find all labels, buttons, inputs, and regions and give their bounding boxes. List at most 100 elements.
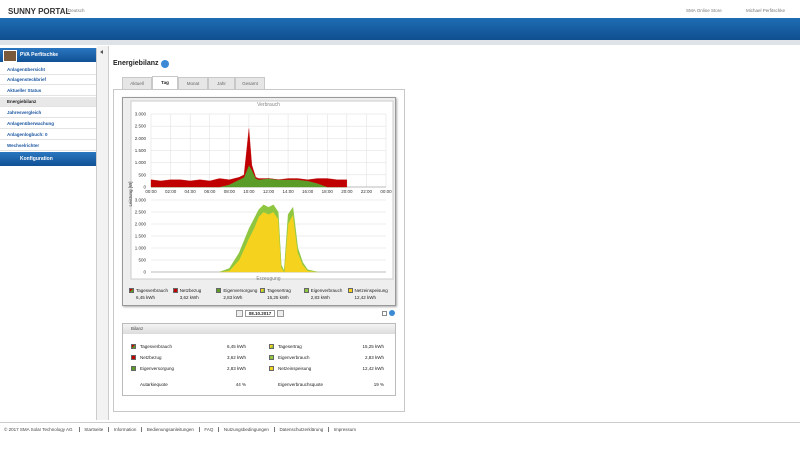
footer-link[interactable]: FAQ — [204, 427, 214, 432]
balance-label: Tagesertrag — [278, 344, 302, 349]
footer-separator — [273, 427, 275, 433]
footer-link[interactable]: Startseite — [84, 427, 104, 432]
y-axis-label: Leistung [W] — [128, 181, 133, 206]
balance-label: Eigenverbrauchsquote — [278, 382, 324, 387]
nav-item[interactable]: Jahresvergleich — [0, 108, 96, 118]
user-menu[interactable]: Michael Perfitschke — [746, 8, 786, 13]
nav-item[interactable]: Anlagensteckbrief — [0, 75, 96, 85]
y-tick-label: 2.500 — [135, 210, 147, 215]
x-tick-label: 08:00 — [224, 189, 236, 194]
legend-icon — [303, 288, 309, 293]
area-series — [219, 204, 318, 273]
legend-icon — [269, 355, 274, 360]
config-header[interactable]: Konfiguration — [0, 152, 96, 166]
legend-label: Tagesverbrauch — [136, 288, 169, 293]
legend-icon — [129, 288, 134, 293]
store-link[interactable]: SMA Online Store — [686, 8, 722, 13]
language[interactable]: Deutsch — [68, 8, 85, 13]
balance-label: Netzbezug — [140, 355, 162, 360]
balance-label: Netzeinspeisung — [278, 366, 312, 371]
footer-separator — [328, 427, 329, 433]
chart-box: Verbrauch 0 500 1.000 1.500 2.000 2.500 3.000 00… — [122, 97, 396, 306]
y-tick-label: 1.500 — [135, 234, 147, 239]
footer-link[interactable]: Bedienungsanleitungen — [146, 427, 194, 432]
footer-link[interactable]: Nutzungsbedingungen — [223, 427, 269, 432]
balance-value: 2,83 kWh — [364, 355, 384, 360]
x-tick-label: 00:00 — [145, 189, 157, 194]
prev-day[interactable] — [236, 310, 243, 317]
help-icon[interactable] — [161, 60, 169, 68]
area-series — [150, 128, 347, 188]
balance-label: Eigenverbrauch — [278, 355, 310, 360]
nav-item[interactable]: Wechselrichter — [0, 141, 96, 151]
footer-separator — [108, 427, 109, 433]
y-tick-label: 2.000 — [135, 222, 147, 227]
nav-item[interactable]: Aktueller Status — [0, 86, 96, 96]
tab[interactable]: Monat — [178, 77, 208, 89]
tab[interactable]: Gesamt — [235, 77, 265, 89]
legend-icon — [131, 355, 136, 360]
y-tick-label: 3.000 — [135, 112, 147, 117]
tab[interactable]: Tag — [152, 76, 178, 89]
legend-icon — [260, 288, 266, 293]
legend-value: 6,45 kWh — [136, 295, 156, 300]
balance-title[interactable]: Bilanz — [123, 324, 395, 334]
legend-icon — [269, 366, 274, 371]
footer-link[interactable]: Datenschutzerklärung — [279, 427, 324, 432]
footer-separator — [141, 427, 142, 433]
brand[interactable]: SUNNY PORTAL — [8, 7, 71, 16]
legend-icon — [269, 344, 274, 349]
legend-label: Netzeinspeisung — [354, 288, 388, 293]
x-tick-label: 10:00 — [243, 189, 255, 194]
legend-icon — [131, 366, 136, 371]
balance-label: Autarkiequote — [140, 382, 168, 387]
legend-label: Netzbezug — [179, 288, 202, 293]
legend-icon — [131, 344, 136, 349]
nav-item[interactable]: Anlagenlogbuch: 0 — [0, 130, 96, 140]
footer-separator — [198, 427, 200, 433]
collapse-arrow — [100, 50, 103, 54]
balance-value: 3,62 kWh — [226, 355, 246, 360]
x-tick-label: 14:00 — [282, 189, 294, 194]
legend-label: Tagesertrag — [267, 288, 291, 293]
y-tick-label: 0 — [143, 270, 146, 275]
legend-label: Eigenverbrauch — [310, 288, 343, 293]
sidebar: PVA Perfitschke Anlagenübersicht Anlagens… — [0, 48, 97, 420]
nav-item[interactable]: Energiebilanz — [0, 97, 96, 107]
balance-value: 19 % — [373, 382, 384, 387]
collapse-bar[interactable] — [97, 46, 109, 420]
legend-value: 2,83 kWh — [310, 295, 330, 300]
page-title: Energiebilanz — [113, 60, 159, 67]
footer-link[interactable]: Information — [113, 427, 137, 432]
legend-value: 15,25 kWh — [267, 295, 289, 300]
x-tick-label: 20:00 — [341, 189, 353, 194]
legend-value: 2,83 kWh — [223, 295, 243, 300]
chart-title: Erzeugung — [256, 276, 280, 282]
balance-label: Tagesverbrauch — [140, 344, 173, 349]
balance-value: 44 % — [235, 382, 246, 387]
table-icon[interactable] — [382, 311, 387, 316]
legend: Tagesverbrauch 6,45 kWh Netzbezug 3,62 kWh E… — [129, 287, 391, 302]
plant-header[interactable]: PVA Perfitschke — [0, 48, 96, 62]
tab[interactable]: Jahr — [208, 77, 235, 89]
y-tick-label: 500 — [138, 172, 146, 177]
info-icon[interactable] — [389, 310, 395, 316]
next-day[interactable] — [277, 310, 284, 317]
y-tick-label: 2.500 — [135, 124, 147, 129]
y-tick-label: 1.500 — [135, 148, 147, 153]
footer-link[interactable]: Impressum — [333, 427, 356, 432]
balance-panel: Bilanz Tagesverbrauch 6,45 kWh Netzbezug 3,… — [122, 323, 396, 396]
x-tick-label: 16:00 — [302, 189, 314, 194]
x-tick-label: 04:00 — [185, 189, 197, 194]
date-field[interactable]: 08.10.2017 — [245, 310, 275, 317]
y-tick-label: 3.000 — [135, 198, 147, 203]
balance-value: 12,42 kWh — [362, 366, 384, 371]
y-tick-label: 500 — [138, 258, 146, 263]
nav-item[interactable]: Anlagenüberwachung — [0, 119, 96, 129]
subheader-band — [0, 40, 800, 45]
y-tick-label: 2.000 — [135, 136, 147, 141]
chart: Verbrauch05001.0001.5002.0002.5003.00000… — [128, 100, 394, 282]
tab[interactable]: Aktuell — [122, 77, 152, 89]
nav-item[interactable]: Anlagenübersicht — [0, 65, 96, 75]
